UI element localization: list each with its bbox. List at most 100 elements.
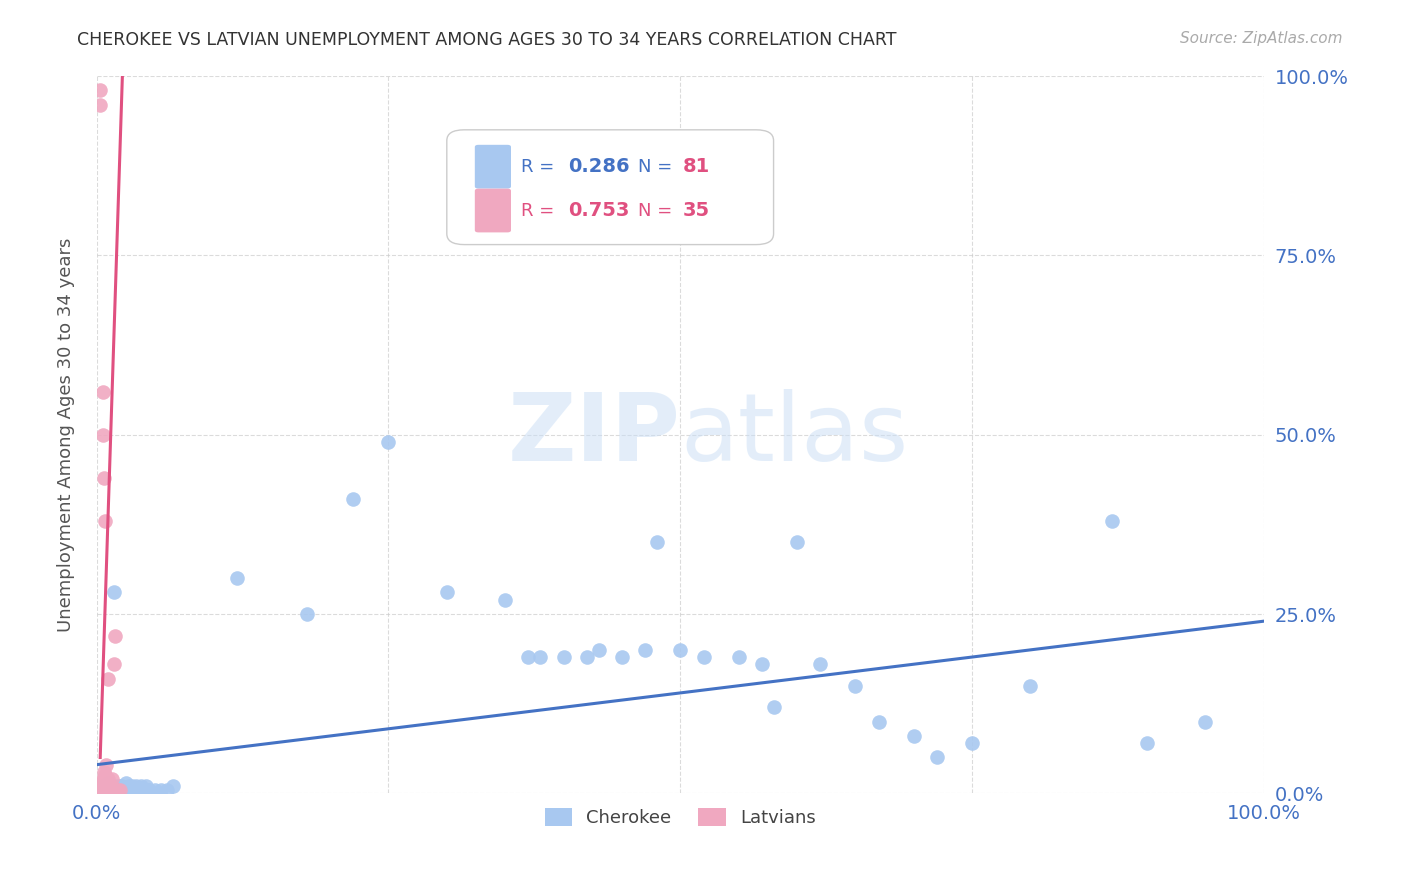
Point	[89, 782, 111, 797]
Point	[100, 779, 122, 793]
Point	[97, 772, 120, 786]
Point	[134, 782, 156, 797]
Point	[108, 779, 131, 793]
Point	[100, 782, 122, 797]
Point	[96, 782, 118, 797]
Point	[93, 772, 115, 786]
Point	[121, 782, 143, 797]
Point	[93, 782, 115, 797]
Point	[125, 779, 148, 793]
Point	[1194, 714, 1216, 729]
Point	[128, 782, 150, 797]
Point	[103, 782, 125, 797]
Point	[156, 782, 179, 797]
Point	[762, 700, 785, 714]
Point	[98, 782, 121, 797]
Point	[377, 434, 399, 449]
Point	[94, 768, 117, 782]
Point	[96, 782, 118, 797]
Point	[89, 97, 111, 112]
FancyBboxPatch shape	[475, 145, 510, 188]
Point	[110, 782, 132, 797]
Point	[114, 782, 136, 797]
Point	[135, 782, 157, 797]
Point	[131, 782, 153, 797]
Point	[108, 782, 131, 797]
Text: atlas: atlas	[681, 389, 908, 481]
Text: 81: 81	[682, 157, 710, 177]
Point	[91, 772, 114, 786]
Point	[575, 650, 598, 665]
Text: 0.753: 0.753	[568, 201, 630, 220]
Point	[94, 514, 117, 528]
Point	[97, 779, 120, 793]
Text: ZIP: ZIP	[508, 389, 681, 481]
Point	[122, 782, 145, 797]
Point	[94, 782, 117, 797]
Text: 0.286: 0.286	[568, 157, 630, 177]
FancyBboxPatch shape	[447, 130, 773, 244]
Point	[104, 782, 127, 797]
Point	[91, 779, 114, 793]
Point	[108, 782, 131, 797]
Text: CHEROKEE VS LATVIAN UNEMPLOYMENT AMONG AGES 30 TO 34 YEARS CORRELATION CHART: CHEROKEE VS LATVIAN UNEMPLOYMENT AMONG A…	[77, 31, 897, 49]
Point	[91, 384, 114, 399]
Point	[129, 779, 152, 793]
Point	[634, 643, 657, 657]
Point	[295, 607, 318, 621]
Point	[135, 779, 157, 793]
Text: R =: R =	[522, 158, 561, 176]
Point	[960, 736, 983, 750]
Point	[91, 782, 114, 797]
Point	[808, 657, 831, 672]
Point	[588, 643, 610, 657]
Point	[844, 679, 866, 693]
Point	[93, 764, 115, 779]
Point	[868, 714, 890, 729]
Point	[120, 782, 142, 797]
Point	[91, 779, 114, 793]
Point	[692, 650, 714, 665]
Point	[111, 779, 134, 793]
Point	[436, 585, 458, 599]
Point	[90, 782, 112, 797]
Point	[94, 782, 117, 797]
Point	[149, 782, 172, 797]
Point	[107, 779, 129, 793]
Point	[91, 427, 114, 442]
Point	[94, 757, 117, 772]
Point	[669, 643, 692, 657]
Point	[97, 782, 120, 797]
Y-axis label: Unemployment Among Ages 30 to 34 years: Unemployment Among Ages 30 to 34 years	[58, 237, 75, 632]
Text: R =: R =	[522, 202, 561, 219]
Point	[786, 535, 808, 549]
Point	[1136, 736, 1159, 750]
Point	[645, 535, 668, 549]
Point	[751, 657, 773, 672]
Point	[517, 650, 540, 665]
Point	[94, 782, 117, 797]
Point	[162, 779, 184, 793]
Point	[97, 775, 120, 789]
Point	[138, 782, 160, 797]
Point	[94, 779, 117, 793]
Point	[97, 779, 120, 793]
Point	[122, 782, 145, 797]
Point	[342, 492, 364, 507]
Point	[128, 782, 150, 797]
Point	[115, 782, 138, 797]
Point	[94, 775, 117, 789]
Point	[132, 782, 155, 797]
Point	[136, 782, 159, 797]
Point	[127, 782, 149, 797]
Point	[97, 672, 120, 686]
Point	[104, 628, 127, 642]
Point	[101, 782, 124, 797]
Point	[94, 782, 117, 797]
Point	[610, 650, 633, 665]
Point	[103, 657, 125, 672]
Point	[90, 779, 112, 793]
Point	[1019, 679, 1042, 693]
Point	[225, 571, 247, 585]
Text: N =: N =	[638, 158, 678, 176]
